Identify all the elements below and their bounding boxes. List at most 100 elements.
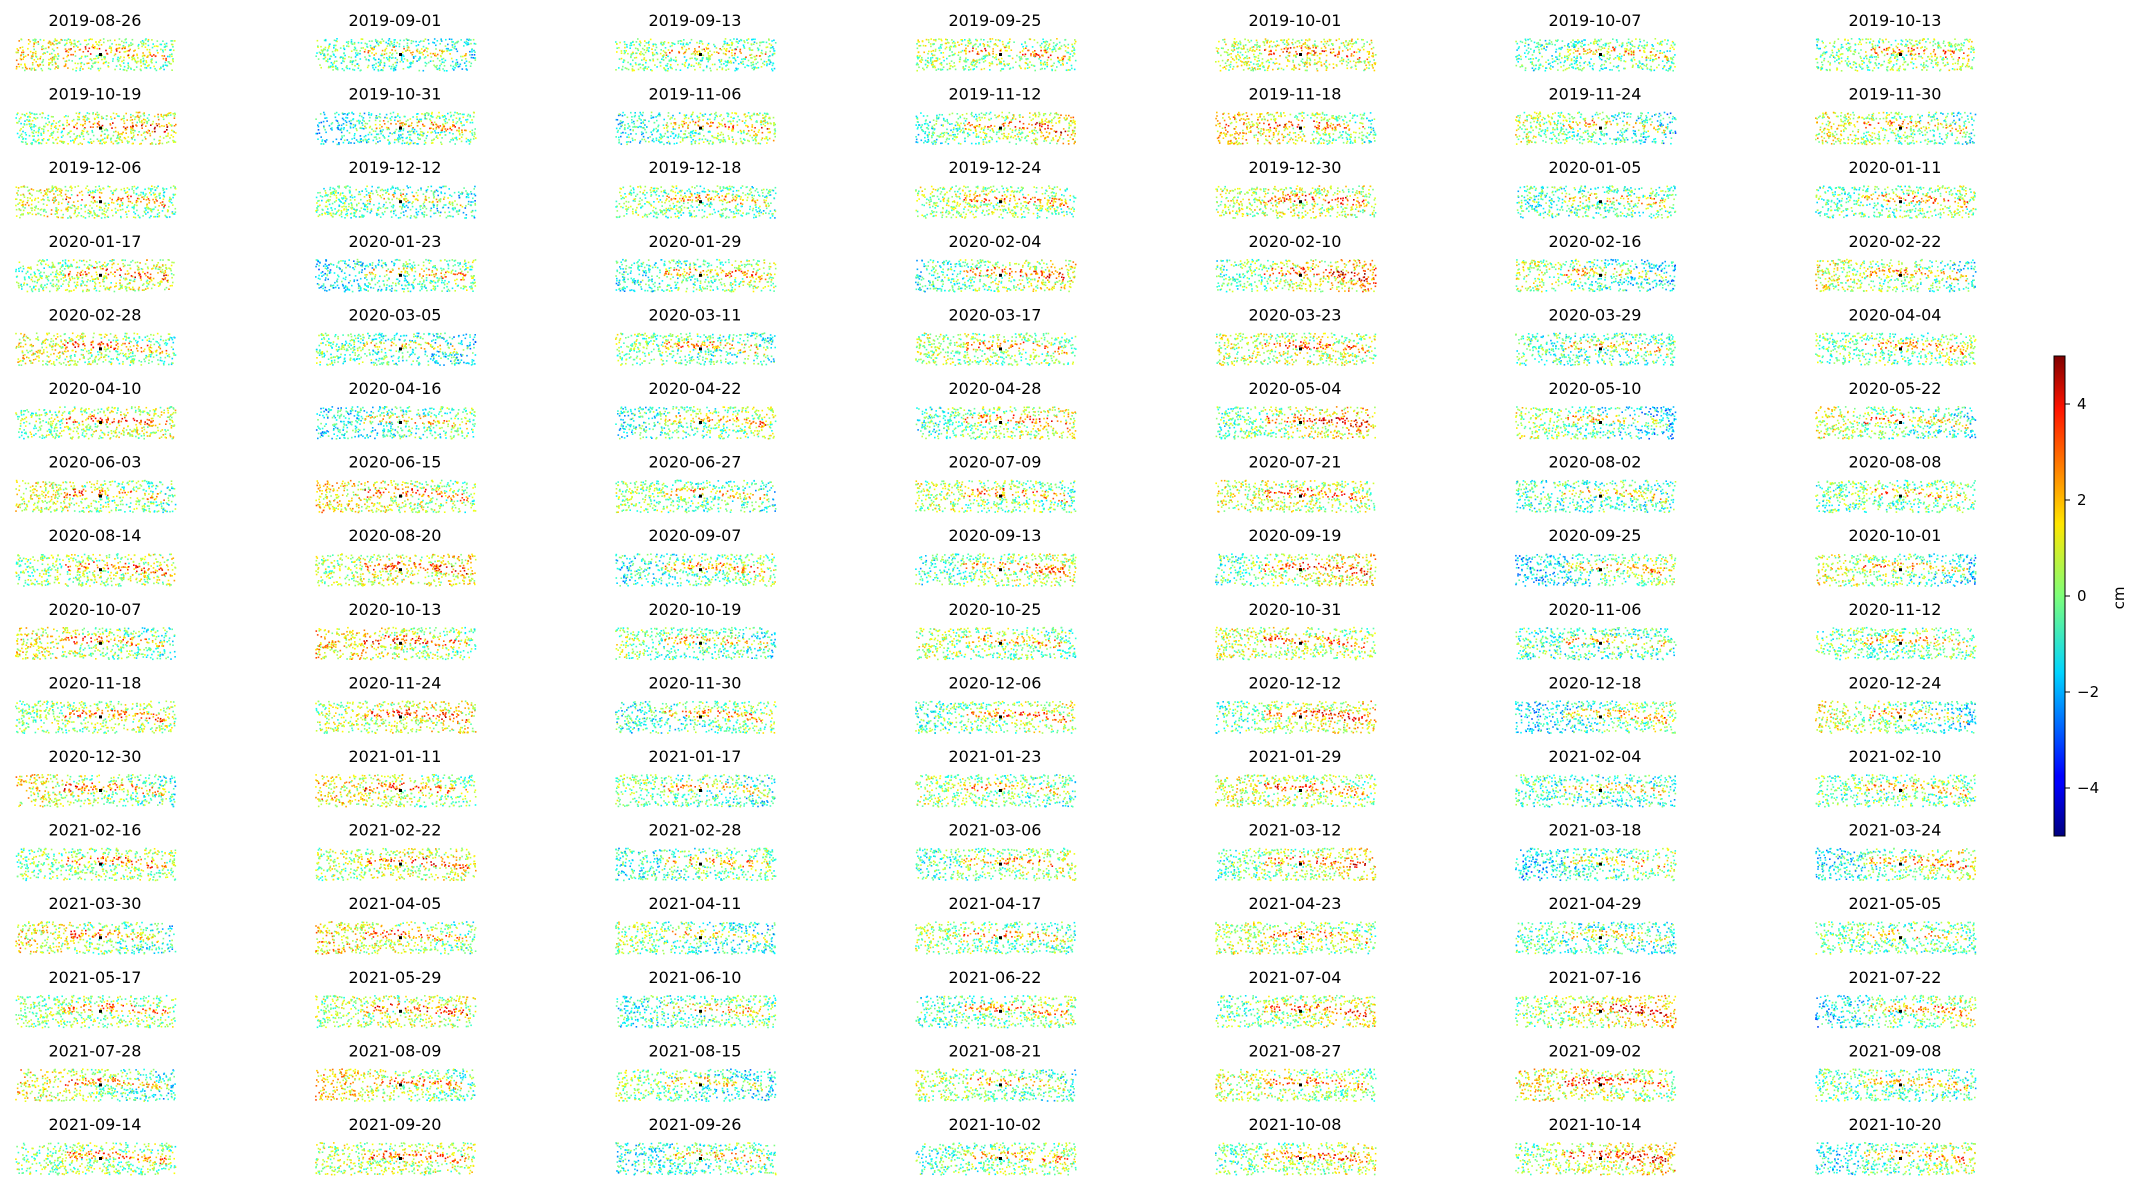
- scatter-point: [1635, 38, 1637, 40]
- scatter-point: [1534, 42, 1536, 44]
- scatter-point: [1541, 44, 1543, 46]
- scatter-point: [1957, 61, 1959, 63]
- scatter-point: [1239, 57, 1241, 59]
- scatter-point: [439, 50, 441, 52]
- scatter-point: [1216, 47, 1218, 49]
- scatter-point: [1040, 62, 1042, 64]
- panel-title: 2019-09-25: [949, 11, 1042, 30]
- scatter-point: [1645, 65, 1647, 67]
- scatter-point: [1299, 68, 1301, 70]
- scatter-point: [375, 53, 377, 55]
- scatter-point: [43, 40, 45, 42]
- scatter-point: [922, 59, 924, 61]
- scatter-point: [99, 48, 101, 50]
- scatter-point: [1045, 64, 1047, 66]
- scatter-point: [1253, 63, 1255, 65]
- scatter-point: [1246, 63, 1248, 65]
- scatter-point: [934, 60, 936, 62]
- scatter-point: [64, 66, 66, 68]
- scatter-point: [1575, 50, 1577, 52]
- scatter-point: [1520, 59, 1522, 61]
- scatter-point: [1639, 39, 1641, 41]
- scatter-point: [1871, 49, 1873, 51]
- scatter-point: [455, 64, 457, 66]
- scatter-point: [990, 41, 992, 43]
- scatter-point: [1218, 41, 1220, 43]
- scatter-point: [333, 62, 335, 64]
- scatter-point: [370, 45, 372, 47]
- scatter-point: [1580, 46, 1582, 48]
- scatter-point: [1072, 50, 1074, 52]
- scatter-point: [1236, 48, 1238, 50]
- scatter-point: [999, 40, 1001, 42]
- scatter-point: [1065, 46, 1067, 48]
- scatter-point: [666, 65, 668, 67]
- scatter-point: [969, 51, 971, 53]
- scatter-point: [1628, 42, 1630, 44]
- scatter-point: [723, 44, 725, 46]
- scatter-point: [1058, 61, 1060, 63]
- scatter-point: [1284, 43, 1286, 45]
- scatter-point: [84, 64, 86, 66]
- scatter-point: [75, 63, 77, 65]
- scatter-point: [1590, 58, 1592, 60]
- scatter-point: [935, 50, 937, 52]
- scatter-point: [357, 63, 359, 65]
- scatter-point: [1009, 55, 1011, 57]
- scatter-point: [1589, 49, 1591, 51]
- scatter-point: [319, 64, 321, 66]
- scatter-point: [1631, 51, 1633, 53]
- scatter-point: [31, 58, 33, 60]
- scatter-point: [1576, 55, 1578, 57]
- scatter-point: [703, 49, 705, 51]
- scatter-point: [1375, 54, 1377, 56]
- scatter-point: [655, 44, 657, 46]
- scatter-point: [395, 62, 397, 64]
- scatter-point: [399, 46, 401, 48]
- scatter-point: [42, 61, 44, 63]
- scatter-point: [1293, 69, 1295, 71]
- scatter-point: [1644, 45, 1646, 47]
- panel-title: 2019-10-13: [1849, 11, 1942, 30]
- scatter-point: [1620, 60, 1622, 62]
- scatter-point: [427, 48, 429, 50]
- scatter-point: [1372, 66, 1374, 68]
- scatter-point: [1292, 61, 1294, 63]
- scatter-point: [140, 61, 142, 63]
- scatter-point: [699, 42, 701, 44]
- scatter-point: [1235, 55, 1237, 57]
- scatter-point: [378, 62, 380, 64]
- scatter-point: [1333, 63, 1335, 65]
- scatter-point: [437, 69, 439, 71]
- scatter-point: [1304, 64, 1306, 66]
- scatter-point: [746, 39, 748, 41]
- scatter-point: [1602, 47, 1604, 49]
- scatter-point: [124, 66, 126, 68]
- scatter-point: [686, 49, 688, 51]
- scatter-point: [1222, 48, 1224, 50]
- scatter-point: [1525, 42, 1527, 44]
- scatter-point: [697, 54, 699, 56]
- scatter-point: [1366, 41, 1368, 43]
- scatter-point: [698, 51, 700, 53]
- scatter-point: [1600, 49, 1602, 51]
- scatter-point: [1312, 45, 1314, 47]
- scatter-point: [678, 43, 680, 45]
- scatter-point: [165, 49, 167, 51]
- scatter-point: [68, 60, 70, 62]
- scatter-point: [643, 54, 645, 56]
- scatter-point: [385, 42, 387, 44]
- scatter-point: [378, 43, 380, 45]
- scatter-point: [344, 58, 346, 60]
- scatter-point: [1518, 46, 1520, 48]
- scatter-point: [20, 47, 22, 49]
- scatter-point: [726, 48, 728, 50]
- scatter-point: [615, 41, 617, 43]
- scatter-point: [1518, 54, 1520, 56]
- scatter-point: [320, 67, 322, 69]
- scatter-point: [1605, 43, 1607, 45]
- scatter-point: [737, 68, 739, 70]
- scatter-point: [20, 64, 22, 66]
- scatter-point: [1549, 43, 1551, 45]
- scatter-point: [729, 57, 731, 59]
